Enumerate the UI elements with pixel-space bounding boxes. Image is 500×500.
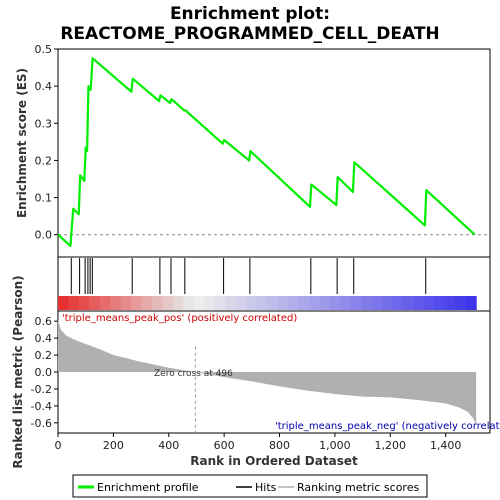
color-bar-segment [340, 296, 352, 310]
x-tick-label: 1,000 [319, 439, 351, 452]
ranking-color-bar [58, 296, 477, 310]
x-tick-label: 400 [158, 439, 179, 452]
chart-title-line1: Enrichment plot: [170, 4, 330, 24]
color-bar-segment [152, 296, 164, 310]
es-panel [57, 48, 491, 258]
x-tick-label: 200 [103, 439, 124, 452]
color-bar-segment [329, 296, 341, 310]
color-bar-segment [120, 296, 132, 310]
legend-metric-label: Ranking metric scores [297, 481, 419, 494]
color-bar-segment [68, 296, 80, 310]
x-tick-label: 1,200 [375, 439, 407, 452]
metric-area-path [58, 319, 477, 426]
color-bar-segment [423, 296, 435, 310]
color-bar-segment [141, 296, 153, 310]
color-bar-segment [455, 296, 467, 310]
legend-box [72, 474, 428, 498]
x-axis-label: Rank in Ordered Dataset [190, 454, 358, 468]
metric-y-axis-label: Ranked list metric (Pearson) [11, 275, 25, 468]
es-y-tick-label: 0.0 [35, 229, 53, 242]
es-layer [57, 57, 490, 247]
metric-y-tick-label: -0.4 [31, 400, 52, 413]
color-bar-segment [131, 296, 143, 310]
color-bar-segment [319, 296, 331, 310]
chart-title-line2: REACTOME_PROGRAMMED_CELL_DEATH [60, 24, 439, 44]
metric-y-tick-label: 0.4 [35, 332, 53, 345]
color-bar-segment [434, 296, 446, 310]
legend-hits-label: Hits [255, 481, 277, 494]
metric-area [58, 319, 477, 433]
x-tick-label: 1,400 [430, 439, 462, 452]
color-bar-segment [277, 296, 289, 310]
color-bar-segment [89, 296, 101, 310]
metric-y-tick-label: 0.2 [35, 349, 53, 362]
color-bar-segment [225, 296, 237, 310]
es-y-tick-label: 0.3 [35, 117, 53, 130]
metric-y-tick-label: -0.2 [31, 383, 52, 396]
legend-es-label: Enrichment profile [97, 481, 199, 494]
color-bar-segment [382, 296, 394, 310]
color-bar-segment [193, 296, 205, 310]
color-bar-segment [183, 296, 195, 310]
color-bar-segment [162, 296, 174, 310]
metric-y-tick-label: 0.0 [35, 366, 53, 379]
color-bar-segment [256, 296, 268, 310]
color-bar-segment [78, 296, 90, 310]
color-bar-segment [99, 296, 111, 310]
x-tick-label: 600 [214, 439, 235, 452]
hits-layer [70, 258, 427, 294]
color-bar-segment [413, 296, 425, 310]
x-tick-label: 0 [55, 439, 62, 452]
color-bar-segment [58, 296, 70, 310]
x-tick-label: 800 [269, 439, 290, 452]
color-bar-segment [298, 296, 310, 310]
positive-correlation-label: 'triple_means_peak_pos' (positively corr… [62, 313, 297, 324]
color-bar-segment [444, 296, 456, 310]
axes-layer: 0.0 0.1 0.2 0.3 0.4 0.5 -0.6 -0.4 -0.2 0.0 0.2 0.4 0… [31, 43, 462, 452]
color-bar-segment [172, 296, 185, 310]
color-bar-segment [402, 296, 415, 310]
enrichment-profile-line [57, 57, 476, 247]
color-bar-segment [287, 296, 300, 310]
zero-cross-label: Zero cross at 496 [154, 369, 233, 379]
es-y-tick-label: 0.1 [35, 192, 53, 205]
color-bar-segment [371, 296, 383, 310]
color-bar-segment [214, 296, 226, 310]
metric-y-tick-label: 0.6 [35, 315, 53, 328]
legend: Enrichment profile Hits Ranking metric s… [72, 474, 428, 498]
color-bar-segment [235, 296, 247, 310]
color-bar-segment [465, 296, 477, 310]
color-bar-segment [350, 296, 362, 310]
color-bar-segment [361, 296, 373, 310]
negative-correlation-label: 'triple_means_peak_neg' (negatively corr… [275, 421, 500, 432]
metric-y-tick-label: -0.6 [31, 417, 52, 430]
color-bar-segment [308, 296, 320, 310]
es-y-tick-label: 0.4 [35, 80, 53, 93]
es-y-axis-label: Enrichment score (ES) [15, 68, 29, 218]
es-y-tick-label: 0.5 [35, 43, 53, 56]
color-bar-segment [204, 296, 216, 310]
color-bar-segment [246, 296, 258, 310]
es-y-tick-label: 0.2 [35, 154, 53, 167]
color-bar-segment [110, 296, 122, 310]
color-bar-segment [392, 296, 404, 310]
color-bar-segment [267, 296, 279, 310]
